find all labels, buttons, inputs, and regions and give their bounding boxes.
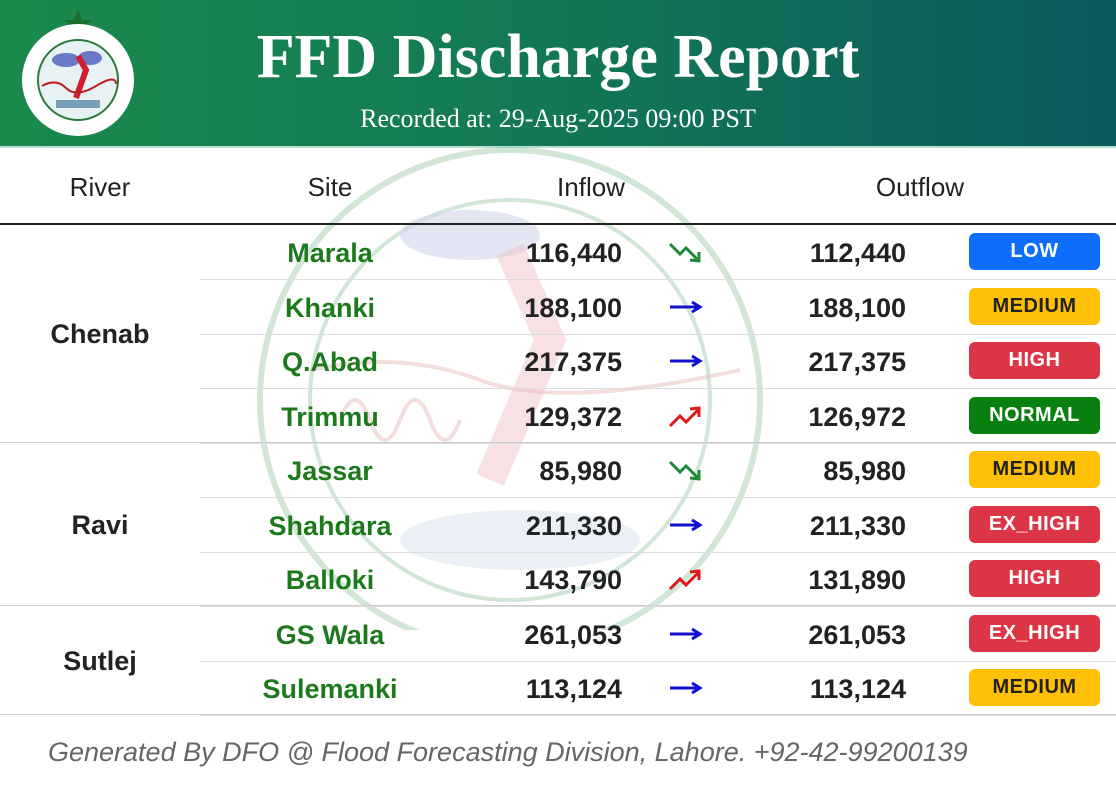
trend-steady-icon [670,627,703,640]
recorded-at: Recorded at: 29-Aug-2025 09:00 PST [360,104,756,133]
status-badge: NORMAL [969,396,1100,434]
status-badge: MEDIUM [969,451,1100,488]
report-header: FFD Discharge Report Recorded at: 29-Aug… [0,0,1116,148]
footer: Generated By DFO @ Flood Forecasting Div… [0,714,1116,791]
site-name: Trimmu [281,401,379,432]
site-name: GS Wala [275,619,385,650]
inflow-value: 211,330 [525,510,622,541]
river-ravi: Ravi [71,510,129,540]
col-site: Site [307,172,353,202]
table-row: Q.Abad 217,375 217,375 HIGH [200,335,1116,389]
status-badge: LOW [969,233,1100,270]
inflow-value: 116,440 [525,238,622,268]
trend-down-icon [668,242,701,263]
site-name: Sulemanki [262,674,398,704]
report-title: FFD Discharge Report [256,23,860,91]
col-river: River [69,172,131,202]
river-chenab: Chenab [50,319,150,349]
status-badge: EX_HIGH [969,614,1100,652]
river-divider [0,605,1116,606]
site-name: Jassar [287,456,373,486]
inflow-value: 85,980 [539,456,622,486]
outflow-value: 85,980 [823,456,906,486]
site-name: Marala [287,238,373,268]
outflow-value: 217,375 [808,347,906,377]
site-name: Khanki [284,292,376,323]
trend-up-icon [668,405,701,427]
table-header: River Site Inflow Outflow [0,150,1116,225]
table-row: Trimmu 129,372 126,972 NORMAL [200,390,1116,444]
river-sutlej: Sutlej [63,646,137,676]
trend-steady-icon [670,354,703,368]
col-outflow: Outflow [875,172,965,202]
table-row: Khanki 188,100 188,100 MEDIUM [200,281,1116,335]
inflow-value: 261,053 [524,619,622,650]
trend-steady-icon [670,518,703,531]
pmd-logo-icon [22,10,134,136]
outflow-value: 131,890 [808,565,906,595]
outflow-value: 211,330 [809,510,906,541]
trend-up-icon [668,569,701,591]
outflow-value: 126,972 [808,401,906,432]
status-badge: HIGH [969,560,1100,597]
outflow-value: 113,124 [809,674,906,704]
inflow-value: 143,790 [524,565,622,595]
table-row: Balloki 143,790 131,890 HIGH [200,553,1116,607]
outflow-value: 112,440 [809,238,906,268]
col-inflow: Inflow [557,172,625,202]
site-name: Balloki [285,565,375,595]
site-name: Shahdara [268,510,392,541]
inflow-value: 188,100 [524,292,622,323]
status-badge: HIGH [969,342,1100,379]
footer-text: Generated By DFO @ Flood Forecasting Div… [48,737,968,767]
trend-steady-icon [670,300,703,313]
table-row: Sulemanki 113,124 113,124 MEDIUM [200,662,1116,716]
inflow-value: 129,372 [524,401,622,432]
table-row: GS Wala 261,053 261,053 EX_HIGH [200,608,1116,662]
inflow-value: 217,375 [524,347,622,377]
outflow-value: 188,100 [808,292,906,323]
table-row: Marala 116,440 112,440 LOW [200,226,1116,280]
table-row: Jassar 85,980 85,980 MEDIUM [200,444,1116,498]
trend-down-icon [668,460,701,481]
watermark-logo-icon [257,147,763,630]
table-row: Shahdara 211,330 211,330 EX_HIGH [200,499,1116,553]
inflow-value: 113,124 [525,674,622,704]
status-badge: MEDIUM [969,287,1100,325]
status-badge: EX_HIGH [969,505,1100,543]
site-name: Q.Abad [281,347,379,377]
trend-steady-icon [670,681,703,695]
outflow-value: 261,053 [808,619,906,650]
status-badge: MEDIUM [969,669,1100,706]
